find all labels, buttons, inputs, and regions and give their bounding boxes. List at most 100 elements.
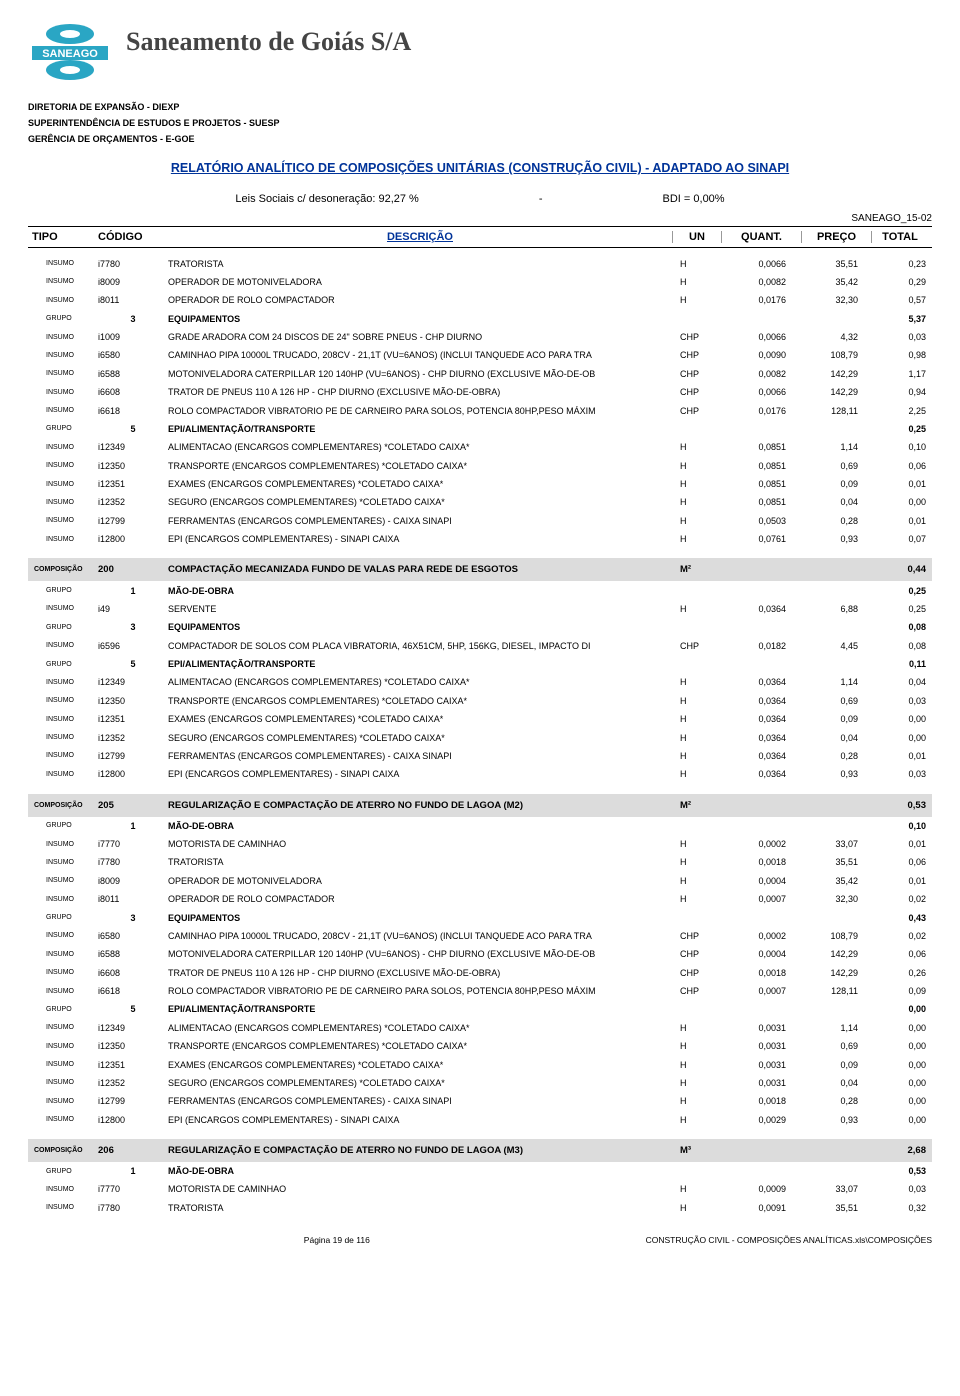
cell-codigo: i6618 [98,986,168,996]
cell-preco: 0,28 [802,751,872,761]
cell-desc: OPERADOR DE ROLO COMPACTADOR [168,894,672,904]
cell-desc: SEGURO (ENCARGOS COMPLEMENTARES) *COLETA… [168,497,672,507]
logo: SANEAGO [28,20,112,89]
cell-preco: 142,29 [802,369,872,379]
cell-desc: MOTORISTA DE CAMINHAO [168,1184,672,1194]
item-row: INSUMOi6596COMPACTADOR DE SOLOS COM PLAC… [28,637,932,655]
cell-total: 0,03 [872,696,932,706]
cell-preco: 0,28 [802,516,872,526]
cell-desc: ROLO COMPACTADOR VIBRATORIO PE DE CARNEI… [168,406,672,416]
cell-un: CHP [672,986,722,996]
cell-total: 0,25 [872,604,932,614]
cell-preco: 35,51 [802,857,872,867]
cell-quant: 0,0851 [722,442,802,452]
cell-total: 0,25 [872,424,932,434]
cell-un: H [672,516,722,526]
cell-quant: 0,0503 [722,516,802,526]
cell-desc: TRANSPORTE (ENCARGOS COMPLEMENTARES) *CO… [168,1041,672,1051]
cell-total: 2,25 [872,406,932,416]
cell-desc: EPI (ENCARGOS COMPLEMENTARES) - SINAPI C… [168,534,672,544]
item-row: INSUMOi12350TRANSPORTE (ENCARGOS COMPLEM… [28,457,932,475]
item-row: INSUMOi12352SEGURO (ENCARGOS COMPLEMENTA… [28,728,932,746]
cell-un: H [672,1041,722,1051]
cell-codigo: i7780 [98,1203,168,1213]
cell-desc: OPERADOR DE MOTONIVELADORA [168,876,672,886]
cell-tipo: INSUMO [28,1116,98,1123]
cell-codigo: 205 [98,800,168,811]
cell-un: H [672,534,722,544]
cell-desc: MOTORISTA DE CAMINHAO [168,839,672,849]
cell-quant: 0,0364 [722,696,802,706]
cell-total: 0,03 [872,769,932,779]
cell-total: 0,10 [872,442,932,452]
group-row: GRUPO1MÃO-DE-OBRA0,25 [28,581,932,599]
item-row: INSUMOi12350TRANSPORTE (ENCARGOS COMPLEM… [28,1037,932,1055]
cell-preco: 0,69 [802,1041,872,1051]
cell-codigo: i7770 [98,1184,168,1194]
cell-un: H [672,857,722,867]
cell-un: H [672,497,722,507]
cell-un: H [672,839,722,849]
cell-tipo: INSUMO [28,605,98,612]
cell-total: 0,08 [872,641,932,651]
cell-tipo: INSUMO [28,752,98,759]
cell-un: H [672,1096,722,1106]
cell-desc: MÃO-DE-OBRA [168,1166,672,1176]
cell-un: CHP [672,350,722,360]
cell-desc: FERRAMENTAS (ENCARGOS COMPLEMENTARES) - … [168,516,672,526]
item-row: INSUMOi6618ROLO COMPACTADOR VIBRATORIO P… [28,401,932,419]
item-row: INSUMOi8009OPERADOR DE MOTONIVELADORAH0,… [28,273,932,291]
cell-tipo: INSUMO [28,716,98,723]
item-row: INSUMOi12799FERRAMENTAS (ENCARGOS COMPLE… [28,1092,932,1110]
group-row: GRUPO3EQUIPAMENTOS0,43 [28,908,932,926]
cell-tipo: INSUMO [28,297,98,304]
dept-line-2: SUPERINTENDÊNCIA DE ESTUDOS E PROJETOS -… [28,117,932,129]
cell-tipo: INSUMO [28,352,98,359]
item-row: INSUMOi12800EPI (ENCARGOS COMPLEMENTARES… [28,1111,932,1129]
cell-codigo: 200 [98,564,168,575]
cell-tipo: INSUMO [28,499,98,506]
cell-tipo: INSUMO [28,370,98,377]
cell-desc: EQUIPAMENTOS [168,913,672,923]
item-row: INSUMOi7780TRATORISTAH0,006635,510,23 [28,254,932,272]
cell-desc: EPI (ENCARGOS COMPLEMENTARES) - SINAPI C… [168,769,672,779]
cell-codigo: i12799 [98,751,168,761]
cell-total: 0,00 [872,1004,932,1014]
cell-codigo: 5 [98,659,168,669]
cell-un: H [672,1184,722,1194]
cell-un: M² [672,564,722,575]
cell-quant: 0,0004 [722,876,802,886]
cell-codigo: 5 [98,424,168,434]
item-row: INSUMOi6618ROLO COMPACTADOR VIBRATORIO P… [28,982,932,1000]
group-row: GRUPO5EPI/ALIMENTAÇÃO/TRANSPORTE0,00 [28,1000,932,1018]
cell-preco: 0,09 [802,1060,872,1070]
cell-codigo: 3 [98,314,168,324]
cell-preco: 142,29 [802,968,872,978]
cell-tipo: GRUPO [28,315,98,322]
item-row: INSUMOi49SERVENTEH0,03646,880,25 [28,600,932,618]
cell-un: H [672,442,722,452]
cell-desc: ROLO COMPACTADOR VIBRATORIO PE DE CARNEI… [168,986,672,996]
dept-line-3: GERÊNCIA DE ORÇAMENTOS - E-GOE [28,133,932,145]
cell-desc: EXAMES (ENCARGOS COMPLEMENTARES) *COLETA… [168,714,672,724]
cell-un: H [672,677,722,687]
cell-tipo: INSUMO [28,517,98,524]
cell-tipo: INSUMO [28,877,98,884]
item-row: INSUMOi7770MOTORISTA DE CAMINHAOH0,00023… [28,835,932,853]
cell-tipo: GRUPO [28,1006,98,1013]
cell-total: 0,02 [872,894,932,904]
cell-quant: 0,0031 [722,1078,802,1088]
cell-desc: TRATORISTA [168,259,672,269]
cell-tipo: GRUPO [28,624,98,631]
cell-quant: 0,0007 [722,894,802,904]
item-row: INSUMOi12351EXAMES (ENCARGOS COMPLEMENTA… [28,475,932,493]
cell-desc: TRATOR DE PNEUS 110 A 126 HP - CHP DIURN… [168,968,672,978]
cell-total: 0,00 [872,1096,932,1106]
cell-codigo: i12352 [98,733,168,743]
dept-line-1: DIRETORIA DE EXPANSÃO - DIEXP [28,101,932,113]
cell-preco: 0,69 [802,461,872,471]
item-row: INSUMOi8011OPERADOR DE ROLO COMPACTADORH… [28,291,932,309]
cell-un: CHP [672,641,722,651]
cell-preco: 6,88 [802,604,872,614]
cell-desc: EPI/ALIMENTAÇÃO/TRANSPORTE [168,424,672,434]
